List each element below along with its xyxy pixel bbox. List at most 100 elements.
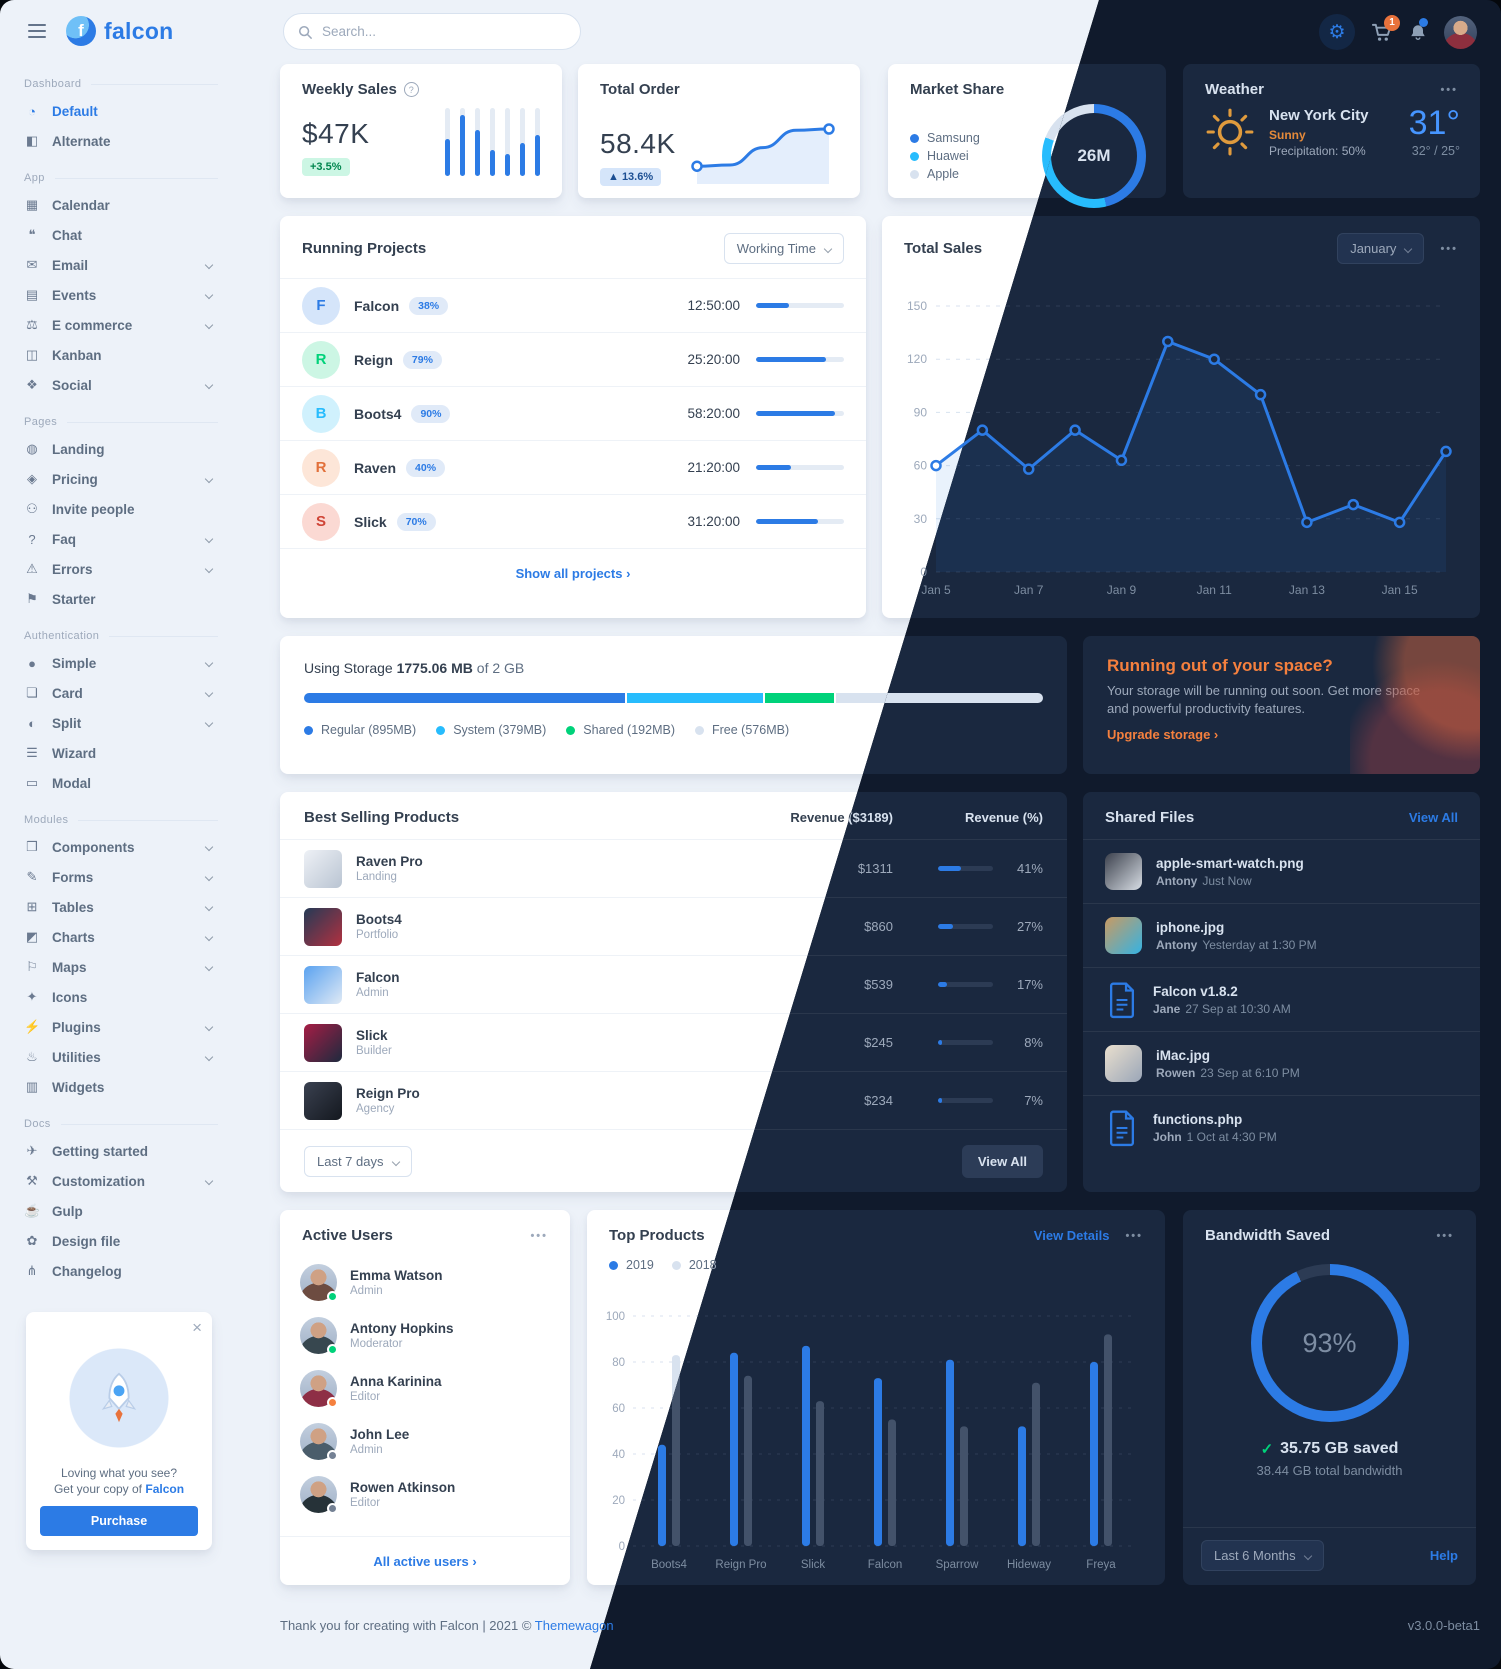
ellipsis-menu-icon[interactable]: ••• [1440,83,1458,96]
themewagon-link[interactable]: Themewagon [534,1618,614,1633]
sidebar-item[interactable]: ◈ Pricing [24,464,218,494]
sidebar-item[interactable]: ✈ Getting started [24,1136,218,1166]
card-title: Best Selling Products [304,809,460,826]
nav-section-label: Dashboard [24,78,218,90]
ellipsis-menu-icon[interactable]: ••• [1125,1229,1143,1242]
user-name[interactable]: Emma Watson [350,1268,443,1283]
sidebar-item[interactable]: ▥ Widgets [24,1072,218,1102]
last-7-days-select[interactable]: Last 7 days [304,1146,412,1177]
user-avatar[interactable] [1444,15,1477,49]
working-time-select[interactable]: Working Time [723,233,844,264]
search-input[interactable] [283,13,581,50]
sidebar-item[interactable]: ❏ Card [24,678,218,708]
legend-label: Apple [927,167,959,181]
user-role: Moderator [350,1338,403,1350]
sidebar-item[interactable]: ◍ Landing [24,434,218,464]
svg-text:Falcon: Falcon [868,1559,903,1571]
sidebar-item[interactable]: ❝ Chat [24,220,218,250]
show-all-projects-link[interactable]: Show all projects › [515,565,631,581]
file-name[interactable]: Falcon v1.8.2 [1153,983,1238,999]
sidebar-item[interactable]: ◫ Kanban [24,340,218,370]
product-name[interactable]: Falcon [356,970,400,985]
svg-text:40: 40 [612,1449,625,1461]
file-name[interactable]: apple-smart-watch.png [1156,855,1304,871]
sidebar-item[interactable]: ⚐ Maps [24,952,218,982]
close-icon[interactable]: × [192,1318,202,1337]
all-active-users-link[interactable]: All active users › [373,1553,477,1569]
legend-label: Free (576MB) [712,723,790,737]
ellipsis-menu-icon[interactable]: ••• [1436,1229,1454,1242]
view-all-link[interactable]: View All [1408,810,1458,825]
help-icon[interactable]: ? [403,82,419,97]
chevron-down-icon [391,1157,400,1166]
project-percent-badge: 79% [402,350,442,369]
user-name[interactable]: Rowen Atkinson [350,1480,456,1495]
sidebar-item[interactable]: ▦ Calendar [24,190,218,220]
menu-toggle-button[interactable] [24,20,50,42]
weekly-sales-bar-chart [445,108,540,176]
sidebar-item[interactable]: ⚒ Customization [24,1166,218,1196]
svg-text:Freya: Freya [1086,1559,1116,1571]
market-share-total: 26M [1077,146,1111,165]
view-all-button[interactable]: View All [961,1145,1043,1178]
sidebar-item[interactable]: ◐ Split [24,708,218,738]
sidebar-item[interactable]: ⚑ Starter [24,584,218,614]
last-6-months-select[interactable]: Last 6 Months [1201,1540,1324,1571]
sidebar-item[interactable]: ◩ Charts [24,922,218,952]
sidebar-item[interactable]: ⚇ Invite people [24,494,218,524]
project-progress-bar [756,465,844,470]
sidebar-item[interactable]: ♨ Utilities [24,1042,218,1072]
sidebar-item[interactable]: ◔ Default [24,96,218,126]
file-name[interactable]: iMac.jpg [1156,1047,1211,1063]
sidebar-item[interactable]: ▤ Events [24,280,218,310]
product-name[interactable]: Boots4 [356,912,402,927]
product-name[interactable]: Reign Pro [356,1086,420,1101]
shopping-cart-icon: ⚖ [26,317,38,332]
user-name[interactable]: Anna Karinina [350,1374,442,1389]
sidebar-item[interactable]: ● Simple [24,648,218,678]
notifications-bell-icon[interactable] [1408,17,1428,43]
ellipsis-menu-icon[interactable]: ••• [530,1229,548,1242]
sidebar-item[interactable]: ❒ Components [24,832,218,862]
user-name[interactable]: Antony Hopkins [350,1321,454,1336]
file-time: 1 Oct at 4:30 PM [1186,1129,1277,1144]
month-select[interactable]: January [1337,233,1425,264]
product-row: Falcon Admin $539 17% [590,956,1067,1014]
user-row: Anna Karinina Editor [280,1362,570,1415]
project-avatar: S [302,502,340,541]
ellipsis-menu-icon[interactable]: ••• [1440,242,1458,255]
sidebar-item[interactable]: ⚠ Errors [24,554,218,584]
legend-dot-icon [304,725,313,735]
sidebar-item[interactable]: ⊞ Tables [24,892,218,922]
file-name[interactable]: iphone.jpg [1156,919,1225,935]
product-name[interactable]: Slick [356,1028,388,1043]
falcon-link[interactable]: Falcon [145,1482,185,1496]
upgrade-storage-link[interactable]: Upgrade storage › [1107,727,1219,743]
purchase-button[interactable]: Purchase [40,1506,198,1536]
sidebar-item[interactable]: ✦ Icons [24,982,218,1012]
sidebar-item[interactable]: ✿ Design file [24,1226,218,1256]
shopping-cart-icon[interactable]: 1 [1371,14,1400,43]
file-row: Falcon v1.8.2 Jane 27 Sep at 10:30 AM [1083,967,1480,1031]
revenue-percent-column-header: Revenue (%) [964,810,1043,825]
project-row: S Slick 70% 31:20:00 [280,494,866,548]
sidebar-item[interactable]: ☰ Wizard [24,738,218,768]
view-details-link[interactable]: View Details [1033,1228,1110,1243]
sidebar-item[interactable]: ✎ Forms [24,862,218,892]
sidebar-item[interactable]: ⚡ Plugins [24,1012,218,1042]
product-revenue-percent: 41% [1016,861,1043,876]
settings-gear-icon[interactable]: ⚙ [1319,14,1355,50]
sidebar-item[interactable]: ✉ Email [24,250,218,280]
product-name[interactable]: Raven Pro [356,854,423,869]
sidebar-item[interactable]: ☕ Gulp [24,1196,218,1226]
falcon-logo[interactable]: f falcon [66,16,174,46]
help-link[interactable]: Help [1429,1548,1458,1563]
sidebar-item[interactable]: ⋔ Changelog [24,1256,218,1286]
sidebar-item[interactable]: ⚖ E commerce [24,310,218,340]
sidebar-item[interactable]: ▭ Modal [24,768,218,798]
user-name[interactable]: John Lee [350,1427,410,1442]
sidebar-item[interactable]: ? Faq [24,524,218,554]
sidebar-item[interactable]: ◧ Alternate [24,126,218,156]
file-name[interactable]: functions.php [1153,1111,1243,1127]
sidebar-item[interactable]: ❖ Social [24,370,218,400]
